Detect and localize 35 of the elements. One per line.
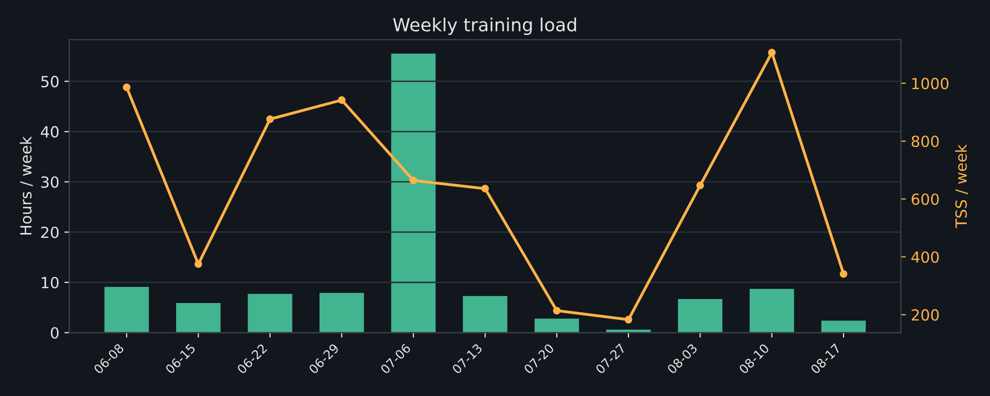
bar [176,302,221,333]
y-axis-title: Hours / week [20,136,33,234]
y2-tick-label: 1000 [912,78,948,90]
point [122,84,130,92]
point [194,260,202,268]
y-tick-label: 50 [41,76,59,88]
bar [678,298,722,333]
point [552,306,561,314]
y-tick-label: 10 [42,276,59,288]
y-tick-label: 20 [41,226,59,238]
y-tick-label: 30 [41,176,59,188]
bar [319,292,364,333]
chart-title: Weekly training load [393,18,576,36]
point [481,184,489,192]
bar [248,294,292,333]
point [266,115,274,123]
point [410,176,418,184]
point [696,182,704,190]
y2-axis-title: TSS / week [955,144,968,228]
bar [391,54,436,333]
point [338,96,346,104]
bar [104,286,149,333]
bar [750,288,794,333]
y-tick-label: 40 [40,126,59,138]
y2-tick-label: 400 [911,251,939,263]
bar [534,318,580,333]
y-tick-label: 0 [50,327,59,339]
y2-tick-label: 800 [912,136,939,148]
point [840,270,848,278]
y2-tick-label: 600 [912,193,939,206]
point [768,48,776,56]
bar [462,296,508,333]
bar [821,320,866,333]
point [624,316,632,324]
y2-tick-label: 200 [912,309,939,321]
